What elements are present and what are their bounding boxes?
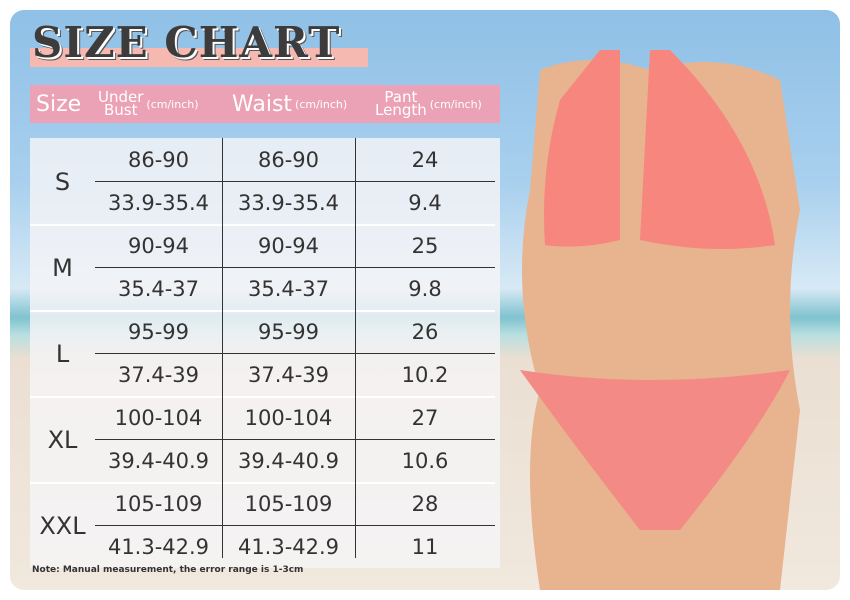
- table-cell-cm: 100-104: [244, 406, 333, 430]
- table-cell-inch: 39.4-40.9: [237, 449, 340, 473]
- row-divider: [95, 353, 495, 354]
- table-cell-inch: 41.3-42.9: [237, 535, 340, 559]
- header-waist-label: Waist: [232, 91, 293, 117]
- table-cell-inch: 9.4: [408, 191, 442, 215]
- table-header: Size Under Bust (cm/inch) Waist (cm/inch)…: [30, 85, 500, 123]
- table-cell-cm: 27: [411, 406, 439, 430]
- table-cell-cm: 105-109: [244, 492, 333, 516]
- table-cell-cm: 86-90: [127, 148, 190, 172]
- table-cell-cm: 24: [411, 148, 439, 172]
- size-table: S 86-90 86-90 24 33.9-35.4 33.9-35.4 9.4 M 90-94…: [30, 138, 500, 568]
- header-pant: Pant: [384, 88, 418, 106]
- title-band: [30, 48, 368, 67]
- table-cell-inch: 33.9-35.4: [107, 191, 210, 215]
- size-label: XL: [47, 426, 78, 454]
- table-cell-cm: 90-94: [127, 234, 190, 258]
- header-unit: (cm/inch): [295, 97, 348, 111]
- table-cell-cm: 25: [411, 234, 439, 258]
- table-cell-inch: 35.4-37: [247, 277, 330, 301]
- row-divider: [95, 181, 495, 182]
- header-bust: Bust: [103, 101, 138, 119]
- table-cell-inch: 33.9-35.4: [237, 191, 340, 215]
- measurement-note: Note: Manual measurement, the error rang…: [32, 565, 304, 575]
- header-size: Size: [36, 91, 82, 117]
- header-pant-length: Pant Length (cm/inch): [375, 88, 482, 119]
- size-label: M: [52, 254, 73, 282]
- row-divider: [95, 439, 495, 440]
- table-cell-inch: 9.8: [408, 277, 442, 301]
- table-cell-inch: 37.4-39: [247, 363, 330, 387]
- row-divider: [95, 267, 495, 268]
- table-cell-inch: 11: [411, 535, 439, 559]
- table-cell-cm: 100-104: [114, 406, 203, 430]
- table-cell-cm: 95-99: [257, 320, 320, 344]
- table-cell-inch: 10.6: [401, 449, 449, 473]
- size-chart-image: SIZE CHART Size Under Bust (cm/inch) Wais…: [10, 10, 840, 590]
- table-cell-inch: 35.4-37: [117, 277, 200, 301]
- header-under: Under: [98, 88, 144, 106]
- size-label: S: [54, 168, 71, 196]
- row-divider: [95, 525, 495, 526]
- header-under-bust: Under Bust (cm/inch): [98, 88, 199, 119]
- table-cell-cm: 26: [411, 320, 439, 344]
- table-cell-inch: 37.4-39: [117, 363, 200, 387]
- column-divider: [222, 138, 223, 558]
- table-cell-inch: 41.3-42.9: [107, 535, 210, 559]
- table-cell-cm: 28: [411, 492, 439, 516]
- table-cell-inch: 39.4-40.9: [107, 449, 210, 473]
- table-cell-cm: 105-109: [114, 492, 203, 516]
- header-length: Length: [375, 101, 427, 119]
- header-waist: Waist (cm/inch): [232, 92, 347, 117]
- model-photo: [520, 50, 800, 590]
- header-unit: (cm/inch): [429, 97, 482, 111]
- size-divider: [30, 310, 495, 312]
- table-cell-cm: 95-99: [127, 320, 190, 344]
- size-divider: [30, 396, 495, 398]
- size-divider: [30, 482, 495, 484]
- table-cell-inch: 10.2: [401, 363, 449, 387]
- size-label: XXL: [39, 512, 86, 540]
- size-label: L: [55, 340, 70, 368]
- chart-title: SIZE CHART: [32, 18, 341, 67]
- size-divider: [30, 224, 495, 226]
- header-unit: (cm/inch): [146, 97, 199, 111]
- table-cell-cm: 90-94: [257, 234, 320, 258]
- table-cell-cm: 86-90: [257, 148, 320, 172]
- column-divider: [355, 138, 356, 558]
